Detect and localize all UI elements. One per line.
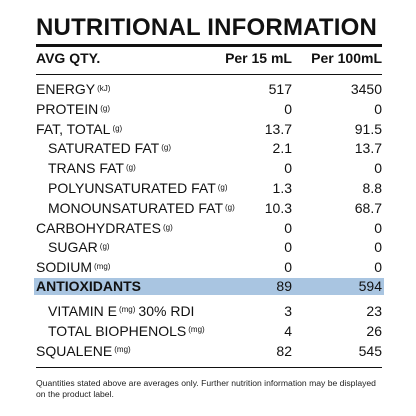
- nutrient-name: CARBOHYDRATES: [36, 219, 161, 236]
- header-rule: [36, 74, 382, 75]
- row-monounsaturated-fat: MONOUNSATURATED FAT (g) 10.3 68.7: [36, 199, 382, 219]
- nutrient-name: SUGAR: [48, 239, 98, 256]
- value-per-100ml: 8.8: [362, 179, 382, 196]
- value-per-15ml: 4: [284, 323, 292, 339]
- header-label: AVG QTY.: [36, 50, 101, 66]
- row-saturated-fat: SATURATED FAT (g) 2.1 13.7: [36, 139, 382, 159]
- antioxidant-rows: VITAMIN E (mg) 30% RDI 3 23 TOTAL BIOPHENO…: [36, 301, 382, 361]
- nutrient-unit: (g): [100, 103, 111, 113]
- row-trans-fat: TRANS FAT (g) 0 0: [36, 159, 382, 179]
- nutrient-name: SATURATED FAT: [48, 140, 160, 157]
- value-per-100ml: 3450: [350, 81, 382, 97]
- value-per-100ml: 545: [358, 343, 382, 359]
- row-polyunsaturated-fat: POLYUNSATURATED FAT (g) 1.3 8.8: [36, 179, 382, 199]
- value-per-100ml: 0: [374, 259, 382, 276]
- nutrient-unit: (g): [125, 163, 136, 173]
- nutrient-unit: (g): [112, 123, 123, 133]
- antioxidants-highlight: [34, 278, 384, 295]
- nutrient-name: TOTAL BIOPHENOLS: [48, 323, 187, 339]
- value-per-100ml: 594: [358, 278, 382, 294]
- row-squalene: SQUALENE (mg) 82 545: [36, 341, 382, 361]
- nutrient-unit: (g): [225, 202, 235, 212]
- nutrient-rows: ENERGY (kJ) 517 3450 PROTEIN (g) 0 0 FAT, …: [36, 80, 382, 278]
- row-carbohydrates: CARBOHYDRATES (g) 0 0: [36, 219, 382, 239]
- value-per-15ml: 3: [284, 303, 292, 319]
- value-per-15ml: 0: [284, 160, 292, 177]
- value-per-15ml: 13.7: [264, 120, 292, 137]
- nutrient-unit: (g): [99, 242, 110, 252]
- value-per-100ml: 26: [366, 323, 382, 339]
- title-rule: [36, 44, 382, 47]
- nutrient-name: SQUALENE: [36, 343, 113, 359]
- column-header: AVG QTY. Per 15 mL Per 100mL: [36, 50, 382, 72]
- value-per-100ml: 0: [374, 239, 382, 256]
- value-per-15ml: 517: [268, 81, 292, 97]
- row-protein: PROTEIN (g) 0 0: [36, 100, 382, 120]
- value-per-15ml: 2.1: [272, 140, 292, 157]
- nutrient-unit: (kJ): [97, 84, 111, 93]
- nutrient-name: FAT, TOTAL: [36, 120, 111, 137]
- value-per-100ml: 13.7: [354, 140, 382, 157]
- footnote: Quantities stated above are averages onl…: [36, 378, 376, 399]
- value-per-100ml: 0: [374, 100, 382, 117]
- value-per-15ml: 0: [284, 239, 292, 256]
- row-fat-total: FAT, TOTAL (g) 13.7 91.5: [36, 120, 382, 140]
- value-per-100ml: 0: [374, 160, 382, 177]
- value-per-15ml: 0: [284, 100, 292, 117]
- value-per-100ml: 0: [374, 219, 382, 236]
- nutrient-unit: (g): [161, 143, 172, 153]
- value-per-15ml: 10.3: [264, 199, 292, 216]
- value-per-100ml: 23: [366, 303, 382, 319]
- value-per-15ml: 1.3: [272, 179, 292, 196]
- nutrient-unit: (g): [162, 222, 173, 232]
- value-per-15ml: 0: [284, 259, 292, 276]
- header-per-100ml: Per 100mL: [311, 50, 382, 66]
- panel-title: NUTRITIONAL INFORMATION: [36, 14, 378, 41]
- footer-rule: [36, 367, 382, 368]
- nutrient-name: PROTEIN: [36, 100, 99, 117]
- value-per-100ml: 68.7: [354, 199, 382, 216]
- value-per-15ml: 89: [276, 278, 292, 294]
- value-per-100ml: 91.5: [354, 120, 382, 137]
- nutrient-name: SODIUM: [36, 259, 92, 276]
- value-per-15ml: 0: [284, 219, 292, 236]
- row-antioxidants: ANTIOXIDANTS 89 594: [36, 278, 382, 295]
- nutrient-name: ENERGY: [36, 81, 96, 97]
- value-per-15ml: 82: [276, 343, 292, 359]
- rdi-percent: 30% RDI: [138, 303, 195, 319]
- row-sodium: SODIUM (mg) 0 0: [36, 258, 382, 278]
- nutrient-name: TRANS FAT: [48, 160, 124, 177]
- nutrient-name: MONOUNSATURATED FAT: [48, 199, 223, 216]
- row-vitamin-e: VITAMIN E (mg) 30% RDI 3 23: [36, 301, 382, 321]
- row-sugar: SUGAR (g) 0 0: [36, 238, 382, 258]
- nutrient-name: ANTIOXIDANTS: [36, 278, 141, 294]
- row-energy: ENERGY (kJ) 517 3450: [36, 80, 382, 100]
- nutrient-unit: (mg): [118, 305, 136, 314]
- nutrient-unit: (mg): [114, 345, 131, 354]
- nutrient-unit: (g): [217, 182, 228, 192]
- nutrient-name: VITAMIN E: [48, 303, 117, 319]
- nutrient-unit: (mg): [94, 262, 111, 272]
- header-per-15ml: Per 15 mL: [225, 50, 292, 66]
- nutrient-unit: (mg): [188, 325, 205, 334]
- nutrient-name: POLYUNSATURATED FAT: [48, 179, 216, 196]
- row-total-biophenols: TOTAL BIOPHENOLS (mg) 4 26: [36, 321, 382, 341]
